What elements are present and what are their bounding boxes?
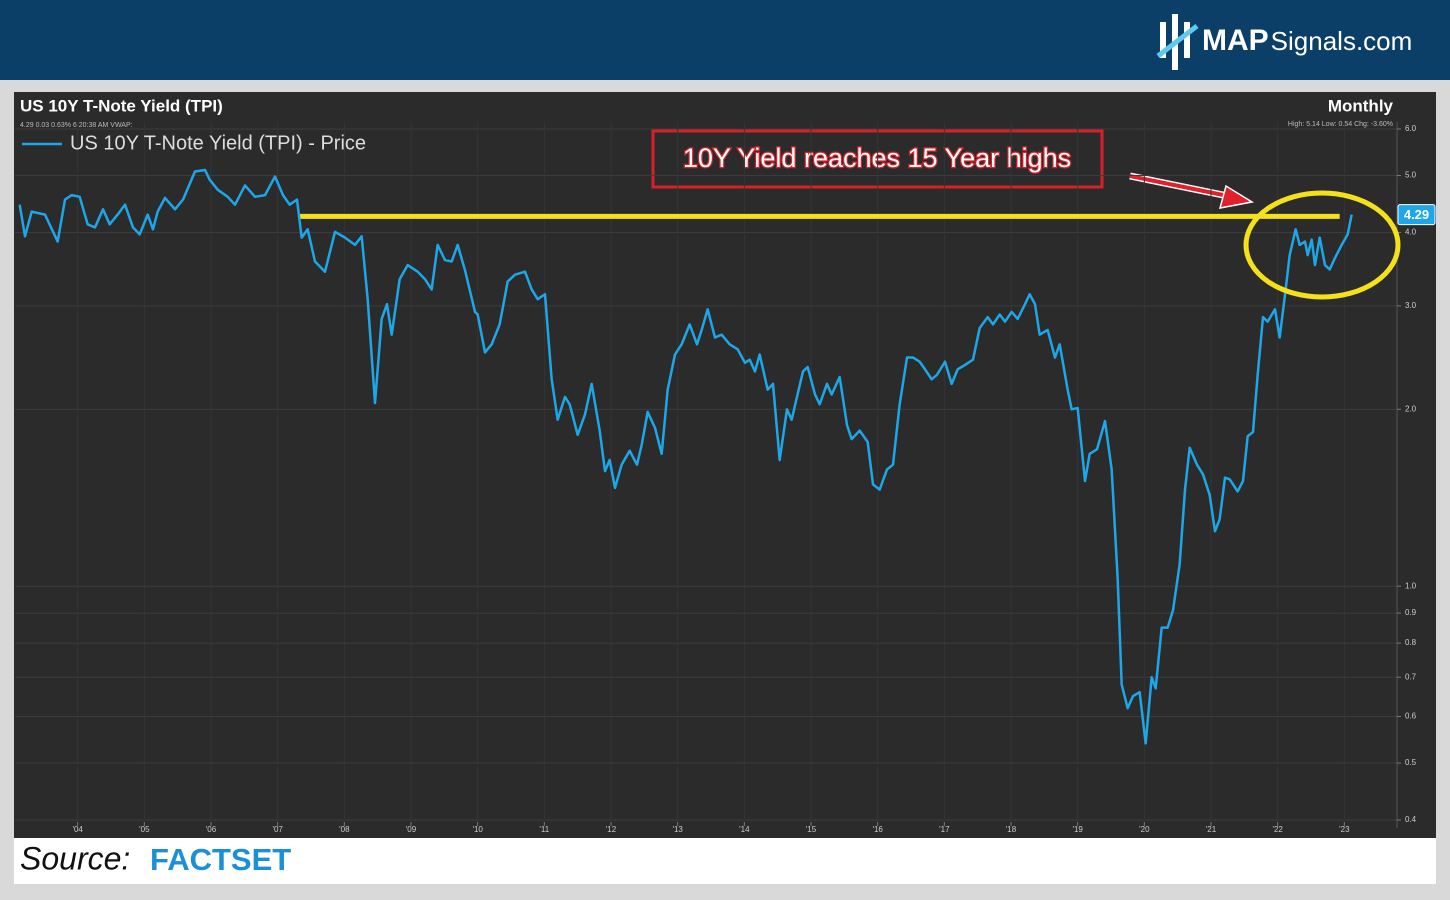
x-tick-label: '17 [939,825,950,834]
y-tick-label: 6.0 [1405,124,1417,133]
y-tick-label: 0.7 [1405,672,1417,681]
x-tick-label: '07 [272,825,283,834]
x-tick-label: '15 [806,825,817,834]
header-bar [0,0,1450,80]
y-tick-label: 0.9 [1405,608,1417,617]
x-tick-label: '10 [472,825,483,834]
x-tick-label: '16 [872,825,883,834]
stats-label: High: 5.14 Low: 0.54 Chg: -3.60% [1288,121,1393,128]
y-tick-label: 0.6 [1405,712,1417,721]
y-tick-label: 0.4 [1405,815,1417,824]
x-tick-label: '04 [72,825,83,834]
y-tick-label: 1.0 [1405,581,1417,590]
x-tick-label: '11 [539,825,549,834]
annotation-text: 10Y Yield reaches 15 Year highs [683,143,1071,173]
x-tick-label: '23 [1339,825,1350,834]
x-tick-label: '14 [739,825,750,834]
y-tick-label: 2.0 [1405,404,1417,413]
grid [15,122,1397,821]
y-tick-label: 0.8 [1405,638,1417,647]
x-tick-label: '12 [606,825,617,834]
source-provider: FACTSET [150,842,291,877]
annotation-arrow [1129,172,1255,209]
last-value-label: 4.29 [1404,207,1429,222]
last-value-box [1397,204,1436,226]
x-tick-label: '08 [339,825,350,834]
x-tick-label: '21 [1206,825,1217,834]
legend-label: US 10Y T-Note Yield (TPI) - Price [70,132,366,154]
y-tick-label: 5.0 [1405,171,1417,180]
y-tick-label: 3.0 [1405,301,1417,310]
brand: MAP [1202,24,1269,57]
x-tick-label: '09 [406,825,417,834]
x-tick-label: '22 [1272,825,1283,834]
x-tick-label: '05 [139,825,150,834]
y-tick-label: 4.0 [1405,228,1417,237]
x-tick-label: '20 [1139,825,1150,834]
source-label: Source: [20,840,130,876]
x-tick-label: '19 [1072,825,1083,834]
footer-bar [14,838,1436,884]
x-tick-label: '06 [206,825,217,834]
period-label: Monthly [1328,96,1394,115]
x-tick-label: '18 [1006,825,1017,834]
highlight-ellipse [1243,190,1401,300]
brand: Signals.com [1271,26,1413,56]
x-tick-label: '13 [672,825,683,834]
brand-icon [1156,14,1199,70]
series-line [18,168,1353,745]
chart-subtitle: 4.29 0.03 0.63% 6:20:38 AM VWAP: [20,122,133,129]
chart-title: US 10Y T-Note Yield (TPI) [20,96,223,115]
y-tick-label: 0.5 [1405,758,1417,767]
